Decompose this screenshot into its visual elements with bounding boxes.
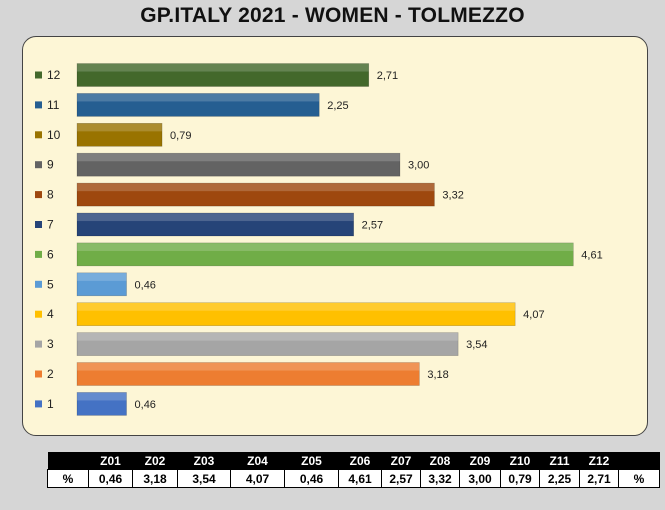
table-cell-z08: 3,32 bbox=[420, 469, 460, 488]
table-cell-z05: 0,46 bbox=[284, 469, 339, 488]
table-cell-z01: 0,46 bbox=[88, 469, 133, 488]
category-label-10: 10 bbox=[47, 128, 61, 142]
bar-highlight-9 bbox=[77, 153, 400, 162]
bar-chart: 1 0,46 2 3,18 3 3,54 4 4,07 5 0,46 6 4,61 7 2,57 8 3,32… bbox=[35, 63, 603, 416]
table-header-z06: Z06 bbox=[338, 452, 382, 470]
table-header-z09: Z09 bbox=[459, 452, 501, 470]
bar-1 bbox=[76, 392, 127, 416]
table-value-row: % 0,46 3,18 3,54 4,07 0,46 4,61 2,57 3,32 3,00 0,7… bbox=[47, 469, 660, 488]
value-label-5: 0,46 bbox=[135, 279, 156, 291]
legend-swatch-2 bbox=[35, 370, 42, 378]
legend-swatch-12 bbox=[35, 71, 42, 79]
bar-highlight-5 bbox=[77, 272, 127, 281]
category-label-9: 9 bbox=[47, 158, 54, 172]
value-label-6: 4,61 bbox=[581, 249, 602, 261]
bar-highlight-8 bbox=[77, 183, 435, 192]
bar-highlight-2 bbox=[77, 362, 420, 371]
value-label-3: 3,54 bbox=[466, 339, 487, 351]
value-label-11: 2,25 bbox=[327, 100, 348, 112]
value-label-8: 3,32 bbox=[442, 190, 463, 202]
table-header-row: Z01 Z02 Z03 Z04 Z05 Z06 Z07 Z08 Z09 Z10 Z11 Z12 bbox=[47, 452, 660, 470]
legend-swatch-1 bbox=[35, 400, 42, 408]
table-header-z01: Z01 bbox=[88, 452, 133, 470]
table-cell-z09: 3,00 bbox=[459, 469, 501, 488]
table-cell-z06: 4,61 bbox=[338, 469, 382, 488]
legend-swatch-11 bbox=[35, 101, 42, 109]
bar-8 bbox=[76, 182, 435, 207]
table-cell-z04: 4,07 bbox=[230, 469, 285, 488]
bar-3 bbox=[76, 332, 459, 356]
table-header-z10: Z10 bbox=[500, 452, 540, 470]
value-label-2: 3,18 bbox=[427, 369, 448, 381]
table-header-z02: Z02 bbox=[132, 452, 178, 470]
bar-highlight-3 bbox=[77, 332, 459, 341]
category-label-7: 7 bbox=[47, 218, 54, 232]
table-cell-z10: 0,79 bbox=[500, 469, 540, 488]
bar-highlight-10 bbox=[77, 123, 163, 132]
bar-11 bbox=[76, 93, 320, 117]
category-label-6: 6 bbox=[47, 247, 54, 261]
bar-5 bbox=[76, 272, 127, 297]
value-label-1: 0,46 bbox=[135, 399, 156, 411]
table-header-z12: Z12 bbox=[579, 452, 619, 470]
data-table: Z01 Z02 Z03 Z04 Z05 Z06 Z07 Z08 Z09 Z10 Z11 Z12 % 0,… bbox=[47, 452, 660, 488]
value-label-10: 0,79 bbox=[170, 130, 191, 142]
category-label-5: 5 bbox=[47, 277, 54, 291]
table-cell-z12: 2,71 bbox=[579, 469, 619, 488]
bar-2 bbox=[76, 362, 420, 386]
category-label-8: 8 bbox=[47, 188, 54, 202]
legend-swatch-6 bbox=[35, 250, 42, 258]
table-header-z04: Z04 bbox=[230, 452, 285, 470]
bar-9 bbox=[76, 152, 401, 177]
table-header-z05: Z05 bbox=[284, 452, 339, 470]
table-row-label: % bbox=[47, 469, 89, 488]
legend-swatch-9 bbox=[35, 161, 42, 169]
bar-highlight-4 bbox=[77, 302, 516, 311]
bar-highlight-7 bbox=[77, 213, 354, 222]
bar-4 bbox=[76, 302, 516, 327]
bar-10 bbox=[76, 123, 163, 147]
table-cell-z07: 2,57 bbox=[381, 469, 421, 488]
table-header-end bbox=[618, 452, 660, 470]
category-label-12: 12 bbox=[47, 68, 61, 82]
bar-12 bbox=[76, 63, 370, 87]
table-header-z08: Z08 bbox=[420, 452, 460, 470]
table-header-corner bbox=[47, 452, 89, 470]
bar-highlight-6 bbox=[77, 242, 574, 251]
table-cell-z02: 3,18 bbox=[132, 469, 178, 488]
legend-swatch-8 bbox=[35, 191, 42, 199]
value-label-12: 2,71 bbox=[377, 70, 398, 82]
table-header-z03: Z03 bbox=[177, 452, 231, 470]
category-label-11: 11 bbox=[47, 98, 60, 112]
bar-highlight-12 bbox=[77, 63, 369, 72]
value-label-7: 2,57 bbox=[362, 220, 383, 232]
bar-highlight-1 bbox=[77, 392, 127, 401]
legend-swatch-5 bbox=[35, 280, 42, 288]
category-label-2: 2 bbox=[47, 367, 54, 381]
bar-highlight-11 bbox=[77, 93, 320, 102]
legend-swatch-10 bbox=[35, 131, 42, 139]
value-label-4: 4,07 bbox=[523, 309, 544, 321]
table-cell-z11: 2,25 bbox=[539, 469, 580, 488]
table-header-z07: Z07 bbox=[381, 452, 421, 470]
table-unit-label: % bbox=[618, 469, 660, 488]
category-label-3: 3 bbox=[47, 337, 54, 351]
legend-swatch-4 bbox=[35, 310, 42, 318]
table-cell-z03: 3,54 bbox=[177, 469, 231, 488]
plot-area: 1 0,46 2 3,18 3 3,54 4 4,07 5 0,46 6 4,61 7 2,57 8 3,32… bbox=[22, 36, 648, 436]
legend-swatch-7 bbox=[35, 221, 42, 228]
bar-6 bbox=[76, 242, 574, 267]
chart-title: GP.ITALY 2021 - WOMEN - TOLMEZZO bbox=[140, 4, 525, 27]
value-label-9: 3,00 bbox=[408, 160, 429, 172]
bar-7 bbox=[76, 212, 354, 237]
legend-swatch-3 bbox=[35, 340, 42, 348]
table-header-z11: Z11 bbox=[539, 452, 580, 470]
category-label-1: 1 bbox=[47, 397, 54, 411]
category-label-4: 4 bbox=[47, 307, 54, 321]
